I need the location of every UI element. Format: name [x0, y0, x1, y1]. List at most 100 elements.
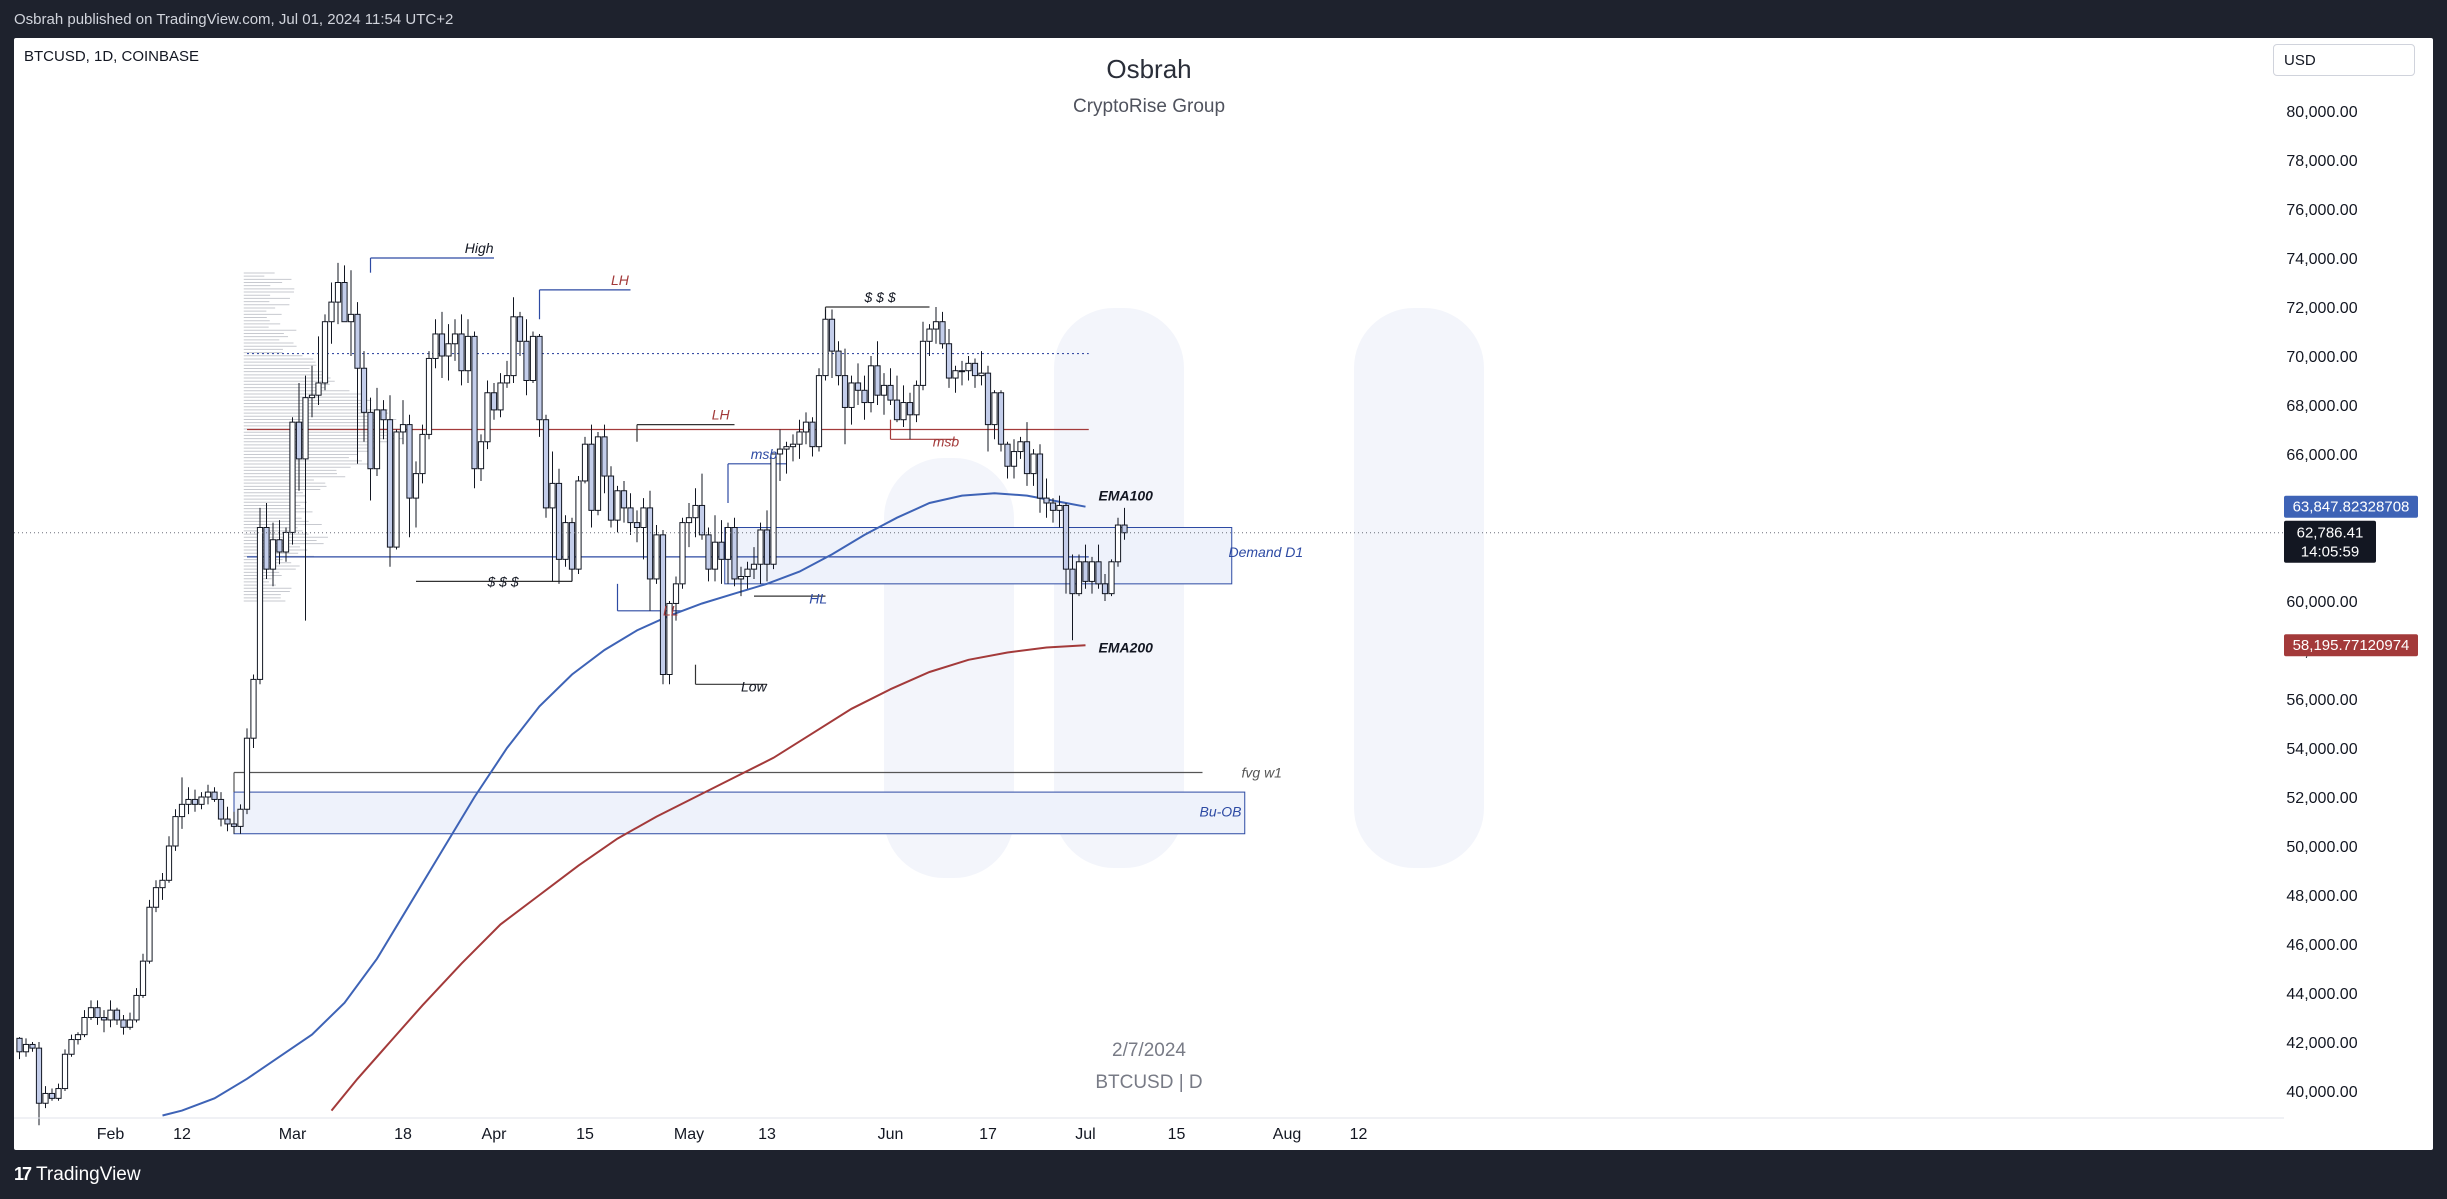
- candle-body: [1109, 562, 1114, 594]
- candle-body: [641, 508, 646, 528]
- label-ll: LL: [663, 603, 679, 619]
- candle-body: [264, 528, 269, 570]
- candle-body: [465, 336, 470, 370]
- currency-select[interactable]: USD: [2273, 44, 2415, 76]
- candle-body: [569, 523, 574, 570]
- x-tick-label: Jun: [878, 1126, 904, 1143]
- candle-body: [420, 434, 425, 473]
- candle-body: [595, 437, 600, 511]
- candle-body: [199, 797, 204, 804]
- candle-body: [712, 542, 717, 569]
- candle-body: [615, 491, 620, 520]
- chart-panel[interactable]: High LH LH $ $ $ LL msb HL Low $ $ $ msb EMA100 EMA…: [14, 38, 2433, 1150]
- candle-body: [173, 817, 178, 846]
- last-price-tag: 62,786.41: [2297, 525, 2364, 542]
- candle-body: [992, 393, 997, 425]
- y-tick-label: 48,000.00: [2286, 888, 2357, 905]
- label-high: High: [465, 240, 494, 256]
- candle-body: [472, 336, 477, 468]
- candle-body: [719, 542, 724, 559]
- candle-body: [1018, 442, 1023, 452]
- y-tick-label: 80,000.00: [2286, 104, 2357, 121]
- candle-body: [394, 432, 399, 547]
- candle-body: [309, 395, 314, 397]
- candle-body: [862, 390, 867, 402]
- candle-body: [784, 447, 789, 449]
- candle-body: [1005, 444, 1010, 466]
- y-tick-label: 50,000.00: [2286, 839, 2357, 856]
- candle-body: [517, 317, 522, 342]
- label-low: Low: [741, 679, 768, 695]
- countdown-tag: 14:05:59: [2301, 544, 2359, 561]
- candle-body: [686, 518, 691, 523]
- y-tick-label: 46,000.00: [2286, 937, 2357, 954]
- candle-body: [75, 1035, 80, 1040]
- candle-body: [829, 319, 834, 351]
- candle-body: [563, 523, 568, 560]
- candle-body: [699, 505, 704, 534]
- x-tick-label: 15: [1168, 1126, 1186, 1143]
- candle-body: [589, 444, 594, 510]
- watermark-symbol: BTCUSD | D: [14, 1072, 2284, 1094]
- x-tick-label: Feb: [97, 1126, 125, 1143]
- candle-body: [316, 383, 321, 395]
- x-tick-label: 18: [394, 1126, 412, 1143]
- candle-body: [329, 302, 334, 322]
- tradingview-logo[interactable]: 17 TradingView: [14, 1164, 141, 1186]
- candle-body: [1037, 454, 1042, 498]
- candle-body: [114, 1010, 119, 1020]
- candle-body: [1122, 525, 1127, 533]
- candle-body: [881, 385, 886, 395]
- candle-body: [907, 403, 912, 415]
- demand-d1-zone: [725, 528, 1232, 584]
- candle-body: [1102, 584, 1107, 594]
- y-tick-label: 42,000.00: [2286, 1035, 2357, 1052]
- candle-body: [576, 481, 581, 569]
- candle-body: [628, 508, 633, 523]
- candle-body: [1089, 562, 1094, 582]
- candle-body: [1115, 525, 1120, 562]
- candle-body: [270, 540, 275, 569]
- candle-body: [348, 314, 353, 321]
- y-tick-label: 44,000.00: [2286, 986, 2357, 1003]
- x-tick-label: 17: [979, 1126, 997, 1143]
- price-chart[interactable]: High LH LH $ $ $ LL msb HL Low $ $ $ msb EMA100 EMA…: [14, 38, 2433, 1150]
- x-tick-label: Aug: [1273, 1126, 1301, 1143]
- candle-body: [212, 792, 217, 799]
- x-tick-label: May: [674, 1126, 704, 1143]
- candle-body: [972, 363, 977, 375]
- label-sss-left: $ $ $: [487, 573, 519, 589]
- candle-body: [511, 317, 516, 376]
- candle-body: [303, 398, 308, 459]
- candle-body: [426, 358, 431, 434]
- candle-body: [758, 530, 763, 564]
- candle-body: [816, 376, 821, 447]
- candle-body: [452, 334, 457, 344]
- candle-body: [751, 564, 756, 569]
- candle-body: [1044, 498, 1049, 503]
- candle-body: [901, 403, 906, 420]
- candle-body: [556, 483, 561, 559]
- candle-body: [1024, 442, 1029, 474]
- ema200-price-tag: 58,195.77120974: [2293, 637, 2410, 654]
- candle-body: [953, 371, 958, 378]
- candle-body: [1050, 503, 1055, 510]
- label-lh: LH: [611, 272, 630, 288]
- candle-body: [693, 505, 698, 517]
- candle-body: [134, 995, 139, 1020]
- candle-body: [82, 1018, 87, 1035]
- candle-body: [810, 422, 815, 447]
- candle-body: [335, 283, 340, 303]
- candle-body: [745, 569, 750, 576]
- candle-body: [621, 491, 626, 508]
- candle-body: [491, 393, 496, 410]
- watermark-date: 2/7/2024: [14, 1040, 2284, 1062]
- candle-body: [920, 341, 925, 385]
- candle-body: [888, 385, 893, 400]
- label-lh: LH: [712, 407, 731, 423]
- candle-body: [439, 334, 444, 356]
- candle-body: [836, 351, 841, 376]
- candle-body: [433, 334, 438, 359]
- label-msb: msb: [751, 446, 778, 462]
- candle-body: [192, 799, 197, 804]
